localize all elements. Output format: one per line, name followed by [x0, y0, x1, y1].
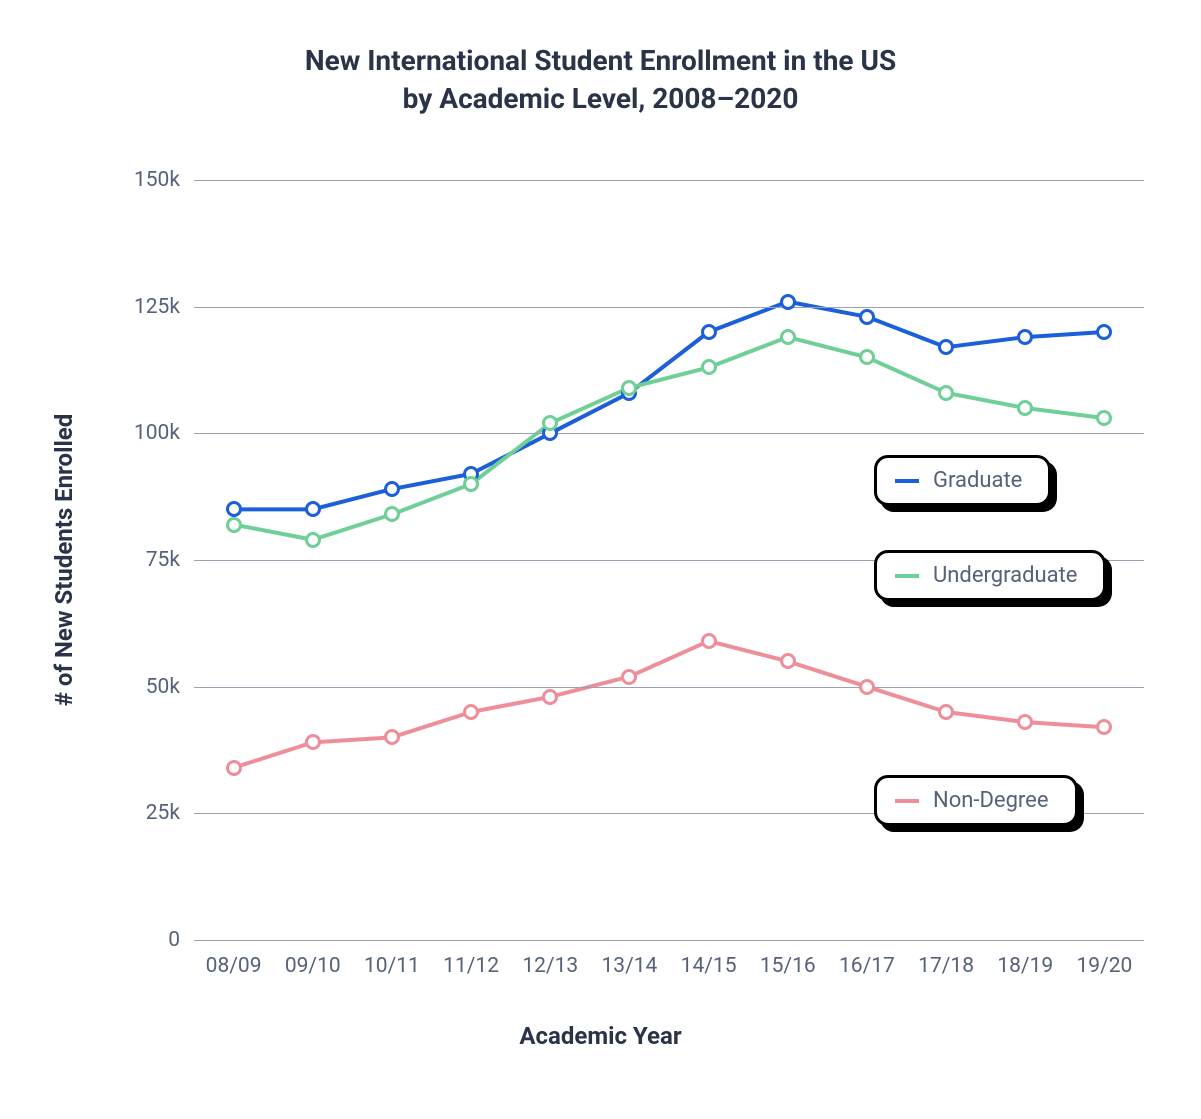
data-marker [938, 385, 954, 401]
data-marker [780, 653, 796, 669]
x-tick-label: 17/18 [918, 940, 974, 978]
legend-swatch [895, 574, 919, 578]
data-marker [1017, 329, 1033, 345]
x-tick-label: 12/13 [522, 940, 578, 978]
y-tick-label: 25k [146, 801, 194, 825]
data-marker [305, 501, 321, 517]
chart-title: New International Student Enrollment in … [0, 42, 1201, 118]
x-tick-label: 18/19 [997, 940, 1053, 978]
data-marker [463, 476, 479, 492]
grid-line [194, 687, 1144, 688]
data-marker [938, 704, 954, 720]
data-marker [1017, 400, 1033, 416]
data-marker [701, 633, 717, 649]
data-marker [1096, 324, 1112, 340]
grid-line [194, 433, 1144, 434]
data-marker [701, 324, 717, 340]
data-marker [701, 359, 717, 375]
data-marker [384, 481, 400, 497]
y-tick-label: 125k [134, 295, 194, 319]
data-marker [384, 729, 400, 745]
y-axis-title: # of New Students Enrolled [50, 414, 78, 707]
data-marker [542, 689, 558, 705]
data-marker [621, 380, 637, 396]
chart-title-line2: by Academic Level, 2008–2020 [403, 82, 799, 115]
x-tick-label: 09/10 [285, 940, 341, 978]
data-marker [1096, 410, 1112, 426]
data-marker [1017, 714, 1033, 730]
x-tick-label: 14/15 [681, 940, 737, 978]
data-marker [226, 517, 242, 533]
grid-line [194, 180, 1144, 181]
data-marker [226, 760, 242, 776]
x-axis-title: Academic Year [0, 1022, 1201, 1050]
data-marker [305, 532, 321, 548]
legend-label: Non-Degree [933, 788, 1049, 813]
x-tick-label: 15/16 [760, 940, 816, 978]
data-marker [938, 339, 954, 355]
data-marker [305, 734, 321, 750]
y-tick-label: 50k [146, 675, 194, 699]
legend-label: Graduate [933, 468, 1022, 493]
enrollment-chart: New International Student Enrollment in … [0, 0, 1201, 1119]
y-tick-label: 75k [146, 548, 194, 572]
x-tick-label: 08/09 [206, 940, 262, 978]
data-marker [384, 506, 400, 522]
data-marker [1096, 719, 1112, 735]
legend-item: Undergraduate [874, 550, 1106, 601]
grid-line [194, 307, 1144, 308]
series-line [234, 641, 1105, 768]
data-marker [780, 294, 796, 310]
data-marker [859, 309, 875, 325]
data-marker [859, 349, 875, 365]
series-line [234, 337, 1105, 540]
data-marker [780, 329, 796, 345]
x-tick-label: 19/20 [1076, 940, 1132, 978]
legend-swatch [895, 799, 919, 803]
data-marker [463, 704, 479, 720]
x-tick-label: 13/14 [601, 940, 657, 978]
legend-label: Undergraduate [933, 563, 1077, 588]
y-tick-label: 0 [168, 928, 194, 952]
legend-swatch [895, 479, 919, 483]
y-tick-label: 100k [134, 421, 194, 445]
x-tick-label: 11/12 [443, 940, 499, 978]
y-tick-label: 150k [134, 168, 194, 192]
data-marker [859, 679, 875, 695]
legend-item: Non-Degree [874, 775, 1078, 826]
legend-item: Graduate [874, 455, 1051, 506]
data-marker [226, 501, 242, 517]
plot-area: 025k50k75k100k125k150k08/0909/1010/1111/… [194, 180, 1144, 940]
chart-title-line1: New International Student Enrollment in … [305, 44, 896, 77]
x-tick-label: 10/11 [364, 940, 420, 978]
x-tick-label: 16/17 [839, 940, 895, 978]
data-marker [621, 669, 637, 685]
data-marker [542, 415, 558, 431]
